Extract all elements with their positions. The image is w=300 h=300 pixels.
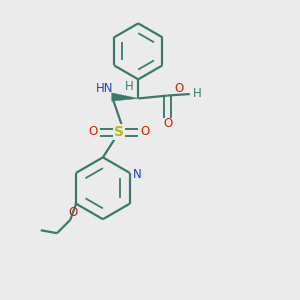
- Text: H: H: [125, 80, 134, 93]
- Text: O: O: [175, 82, 184, 95]
- Text: H: H: [193, 87, 202, 100]
- Text: HN: HN: [96, 82, 113, 95]
- Text: S: S: [114, 125, 124, 139]
- Text: O: O: [68, 206, 78, 219]
- Text: O: O: [89, 125, 98, 138]
- Text: O: O: [164, 117, 173, 130]
- Polygon shape: [112, 93, 138, 101]
- Text: O: O: [140, 125, 149, 138]
- Text: N: N: [133, 168, 141, 181]
